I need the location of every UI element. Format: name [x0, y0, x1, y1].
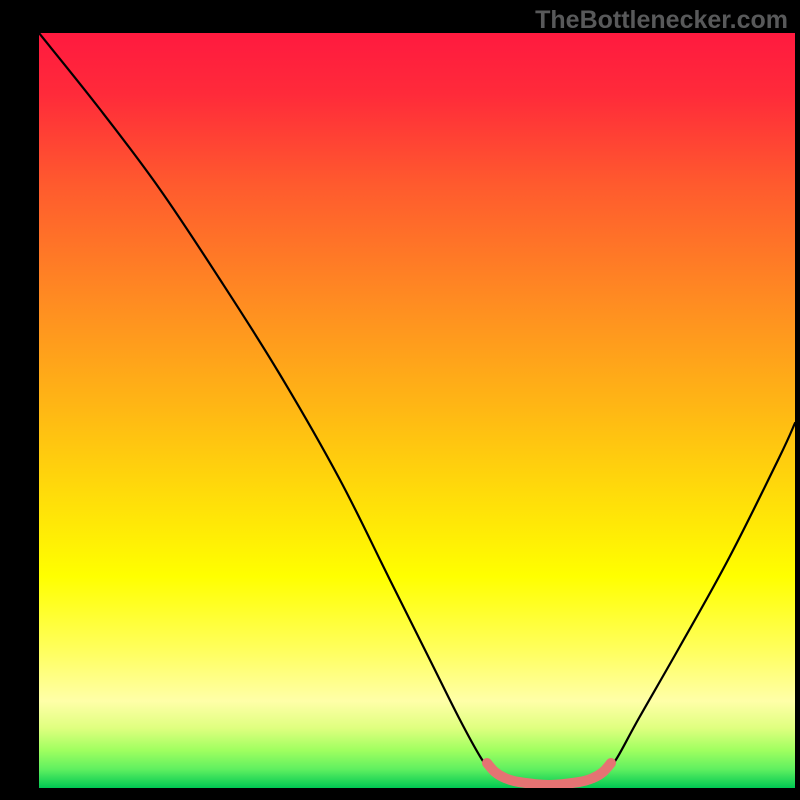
chart-container: TheBottlenecker.com — [0, 0, 800, 800]
gradient-background — [39, 33, 795, 788]
watermark-text: TheBottlenecker.com — [535, 6, 788, 35]
bottleneck-chart — [0, 0, 800, 800]
